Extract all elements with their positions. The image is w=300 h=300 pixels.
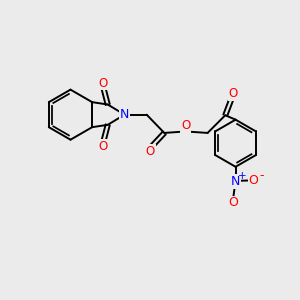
Text: +: + [238, 171, 246, 181]
Text: O: O [146, 145, 155, 158]
Text: O: O [99, 76, 108, 89]
Text: N: N [120, 108, 129, 121]
Text: -: - [259, 169, 264, 182]
Text: O: O [181, 119, 190, 132]
Text: O: O [249, 174, 259, 187]
Text: O: O [229, 87, 238, 100]
Text: N: N [231, 175, 240, 188]
Text: O: O [99, 140, 108, 153]
Text: O: O [228, 196, 238, 209]
